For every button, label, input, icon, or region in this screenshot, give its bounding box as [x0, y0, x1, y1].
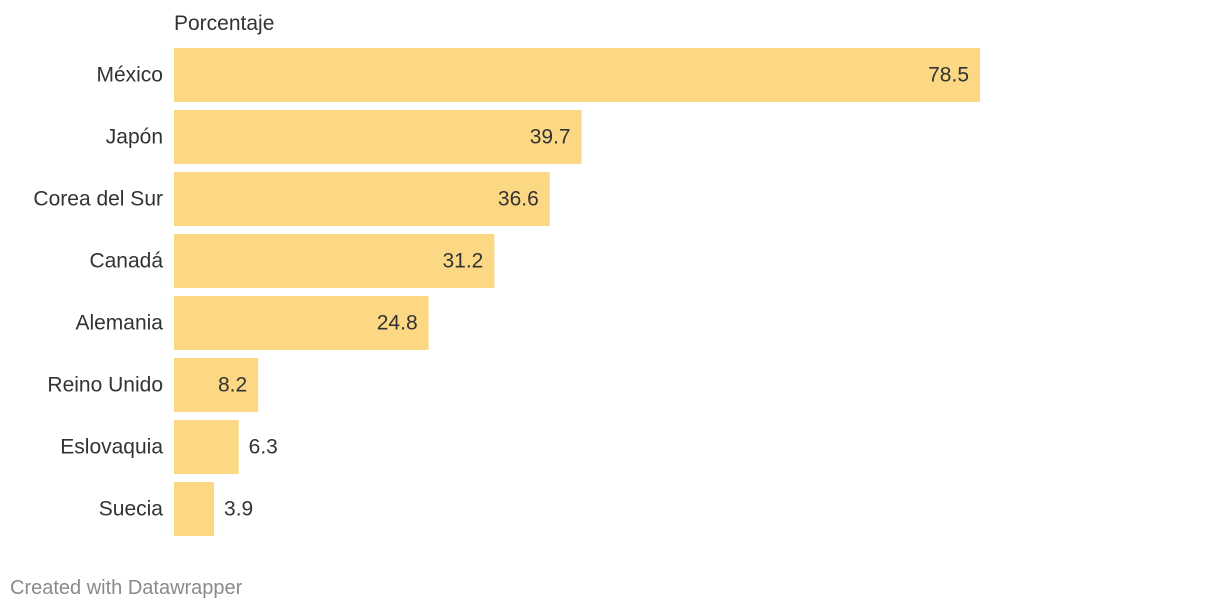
value-label: 39.7: [530, 126, 571, 149]
value-label: 78.5: [928, 64, 969, 87]
bar[interactable]: [174, 420, 239, 474]
category-label: Canadá: [89, 250, 163, 273]
value-label: 8.2: [218, 374, 247, 397]
value-label: 3.9: [224, 498, 253, 521]
bar[interactable]: [174, 110, 582, 164]
category-label: Reino Unido: [47, 374, 163, 397]
datawrapper-credit[interactable]: Created with Datawrapper: [10, 577, 243, 599]
category-label: Japón: [106, 126, 163, 149]
value-label: 31.2: [442, 250, 483, 273]
category-label: Alemania: [75, 312, 163, 335]
bar[interactable]: [174, 358, 259, 412]
column-header: Porcentaje: [174, 12, 275, 35]
category-label: Eslovaquia: [60, 436, 163, 459]
value-label: 36.6: [498, 188, 539, 211]
bar[interactable]: [174, 234, 495, 288]
bar[interactable]: [174, 482, 215, 536]
category-label: Suecia: [99, 498, 164, 521]
bar[interactable]: [174, 172, 550, 226]
bar[interactable]: [174, 296, 429, 350]
value-label: 6.3: [249, 436, 278, 459]
category-label: México: [96, 64, 163, 87]
bar[interactable]: [174, 48, 980, 102]
value-label: 24.8: [377, 312, 418, 335]
category-label: Corea del Sur: [33, 188, 163, 211]
